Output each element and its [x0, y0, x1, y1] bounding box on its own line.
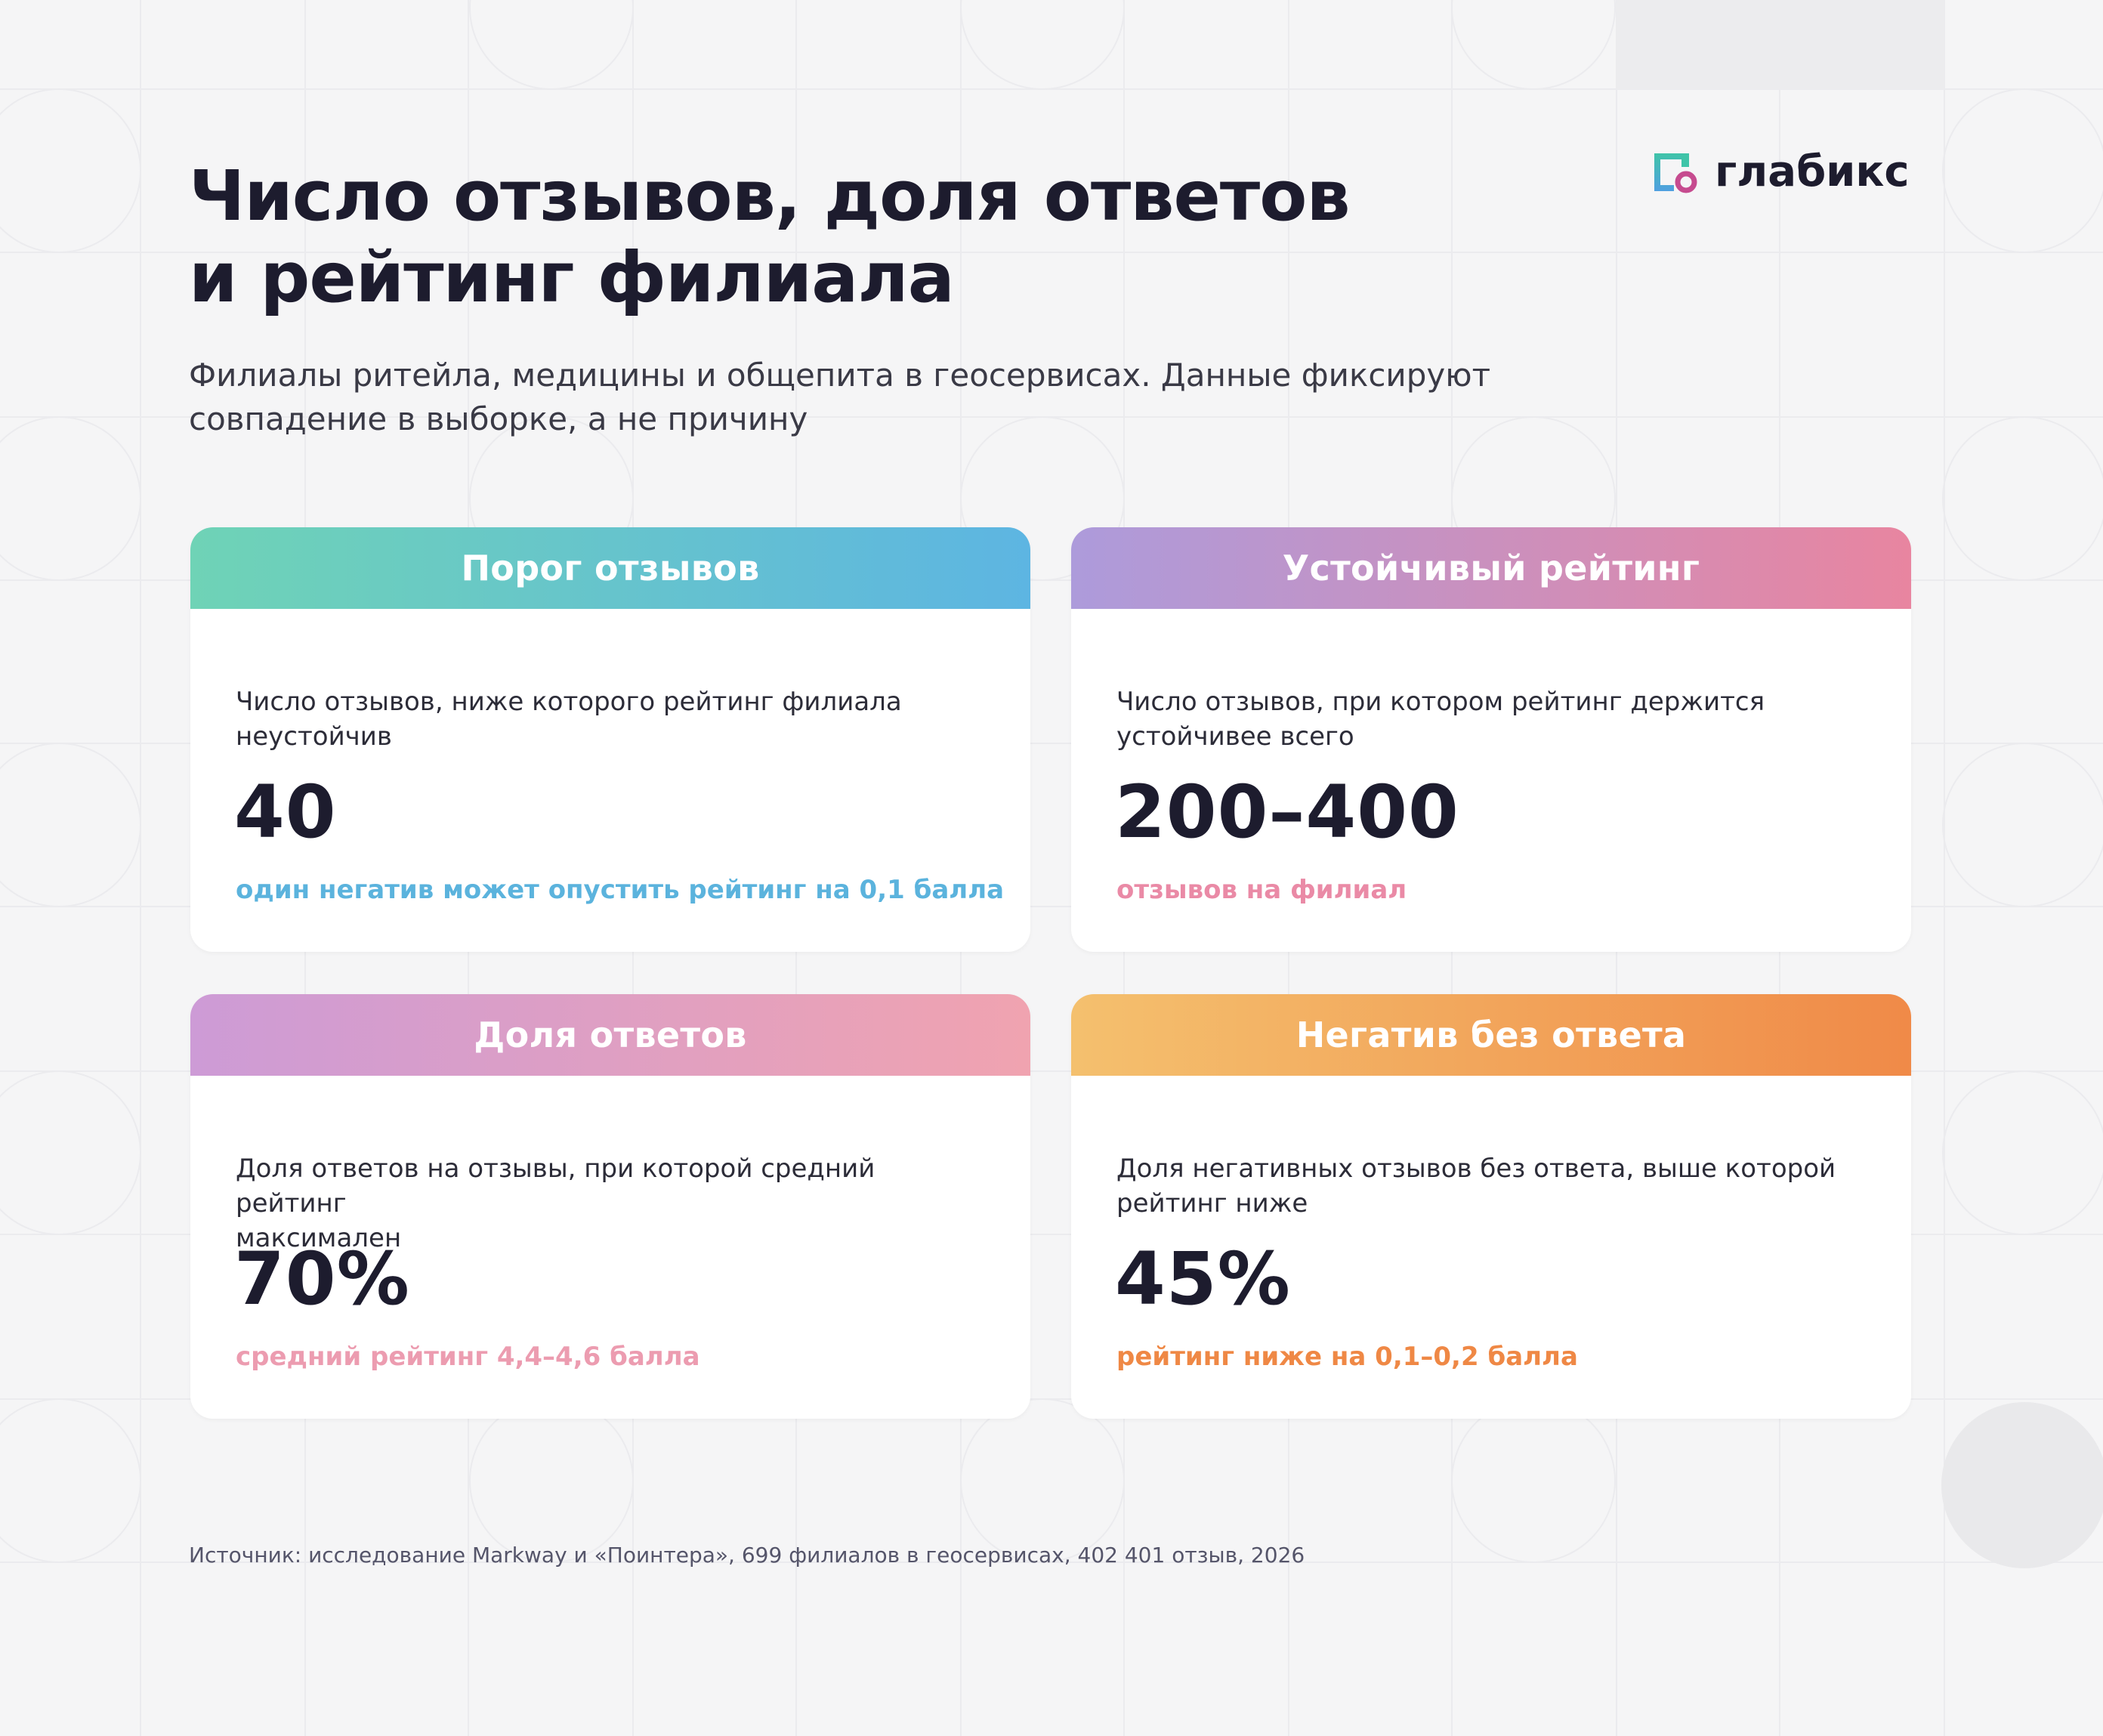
- page-subtitle: Филиалы ритейла, медицины и общепита в г…: [189, 354, 1549, 441]
- card-header: Порог отзывов: [190, 527, 1030, 609]
- card-note: средний рейтинг 4,4–4,6 балла: [236, 1342, 700, 1372]
- card-header: Негатив без ответа: [1071, 994, 1911, 1076]
- card-description: Доля ответов на отзывы, при которой сред…: [236, 1151, 976, 1256]
- card-value: 70%: [234, 1237, 410, 1321]
- card-description-line-1: Доля негативных отзывов без ответа, выше…: [1116, 1154, 1836, 1184]
- card-description-line-1: Число отзывов, ниже которого рейтинг фил…: [236, 687, 902, 717]
- card-description-line-1: Доля ответов на отзывы, при которой сред…: [236, 1154, 875, 1219]
- card-description-line-2: рейтинг ниже: [1116, 1188, 1308, 1219]
- card-description: Доля негативных отзывов без ответа, выше…: [1116, 1151, 1857, 1221]
- glabiks-logo-icon: [1654, 153, 1697, 193]
- card-description: Число отзывов, ниже которого рейтинг фил…: [236, 684, 976, 754]
- source-note: Источник: исследование Markway и «Поинте…: [189, 1543, 1305, 1568]
- card-description-line-2: максимален: [236, 1223, 402, 1253]
- page-title-line-2: и рейтинг филиала: [189, 237, 955, 318]
- card-header: Устойчивый рейтинг: [1071, 527, 1911, 609]
- page-title-line-1: Число отзывов, доля ответов: [189, 156, 1351, 236]
- page-subtitle-line-2: совпадение в выборке, а не причину: [189, 400, 808, 437]
- card-value: 40: [234, 770, 337, 854]
- stat-card-stable-rating: Устойчивый рейтинг Число отзывов, при ко…: [1071, 527, 1911, 952]
- page-subtitle-line-1: Филиалы ритейла, медицины и общепита в г…: [189, 357, 1491, 394]
- card-note: отзывов на филиал: [1116, 875, 1407, 905]
- card-value: 200–400: [1115, 770, 1459, 854]
- brand-name: глабикс: [1715, 147, 1910, 196]
- card-description-line-2: неустойчив: [236, 721, 392, 752]
- card-value: 45%: [1115, 1237, 1291, 1321]
- stat-card-unanswered-negative: Негатив без ответа Доля негативных отзыв…: [1071, 994, 1911, 1419]
- card-description: Число отзывов, при котором рейтинг держи…: [1116, 684, 1857, 754]
- card-note: один негатив может опустить рейтинг на 0…: [236, 875, 1005, 905]
- stat-card-review-threshold: Порог отзывов Число отзывов, ниже которо…: [190, 527, 1030, 952]
- card-description-line-1: Число отзывов, при котором рейтинг держи…: [1116, 687, 1765, 717]
- card-note: рейтинг ниже на 0,1–0,2 балла: [1116, 1342, 1578, 1372]
- stat-card-response-share: Доля ответов Доля ответов на отзывы, при…: [190, 994, 1030, 1419]
- card-header: Доля ответов: [190, 994, 1030, 1076]
- brand-logo: глабикс: [1651, 148, 1910, 196]
- card-description-line-2: устойчивее всего: [1116, 721, 1354, 752]
- page-title: Число отзывов, доля ответов и рейтинг фи…: [189, 156, 1624, 319]
